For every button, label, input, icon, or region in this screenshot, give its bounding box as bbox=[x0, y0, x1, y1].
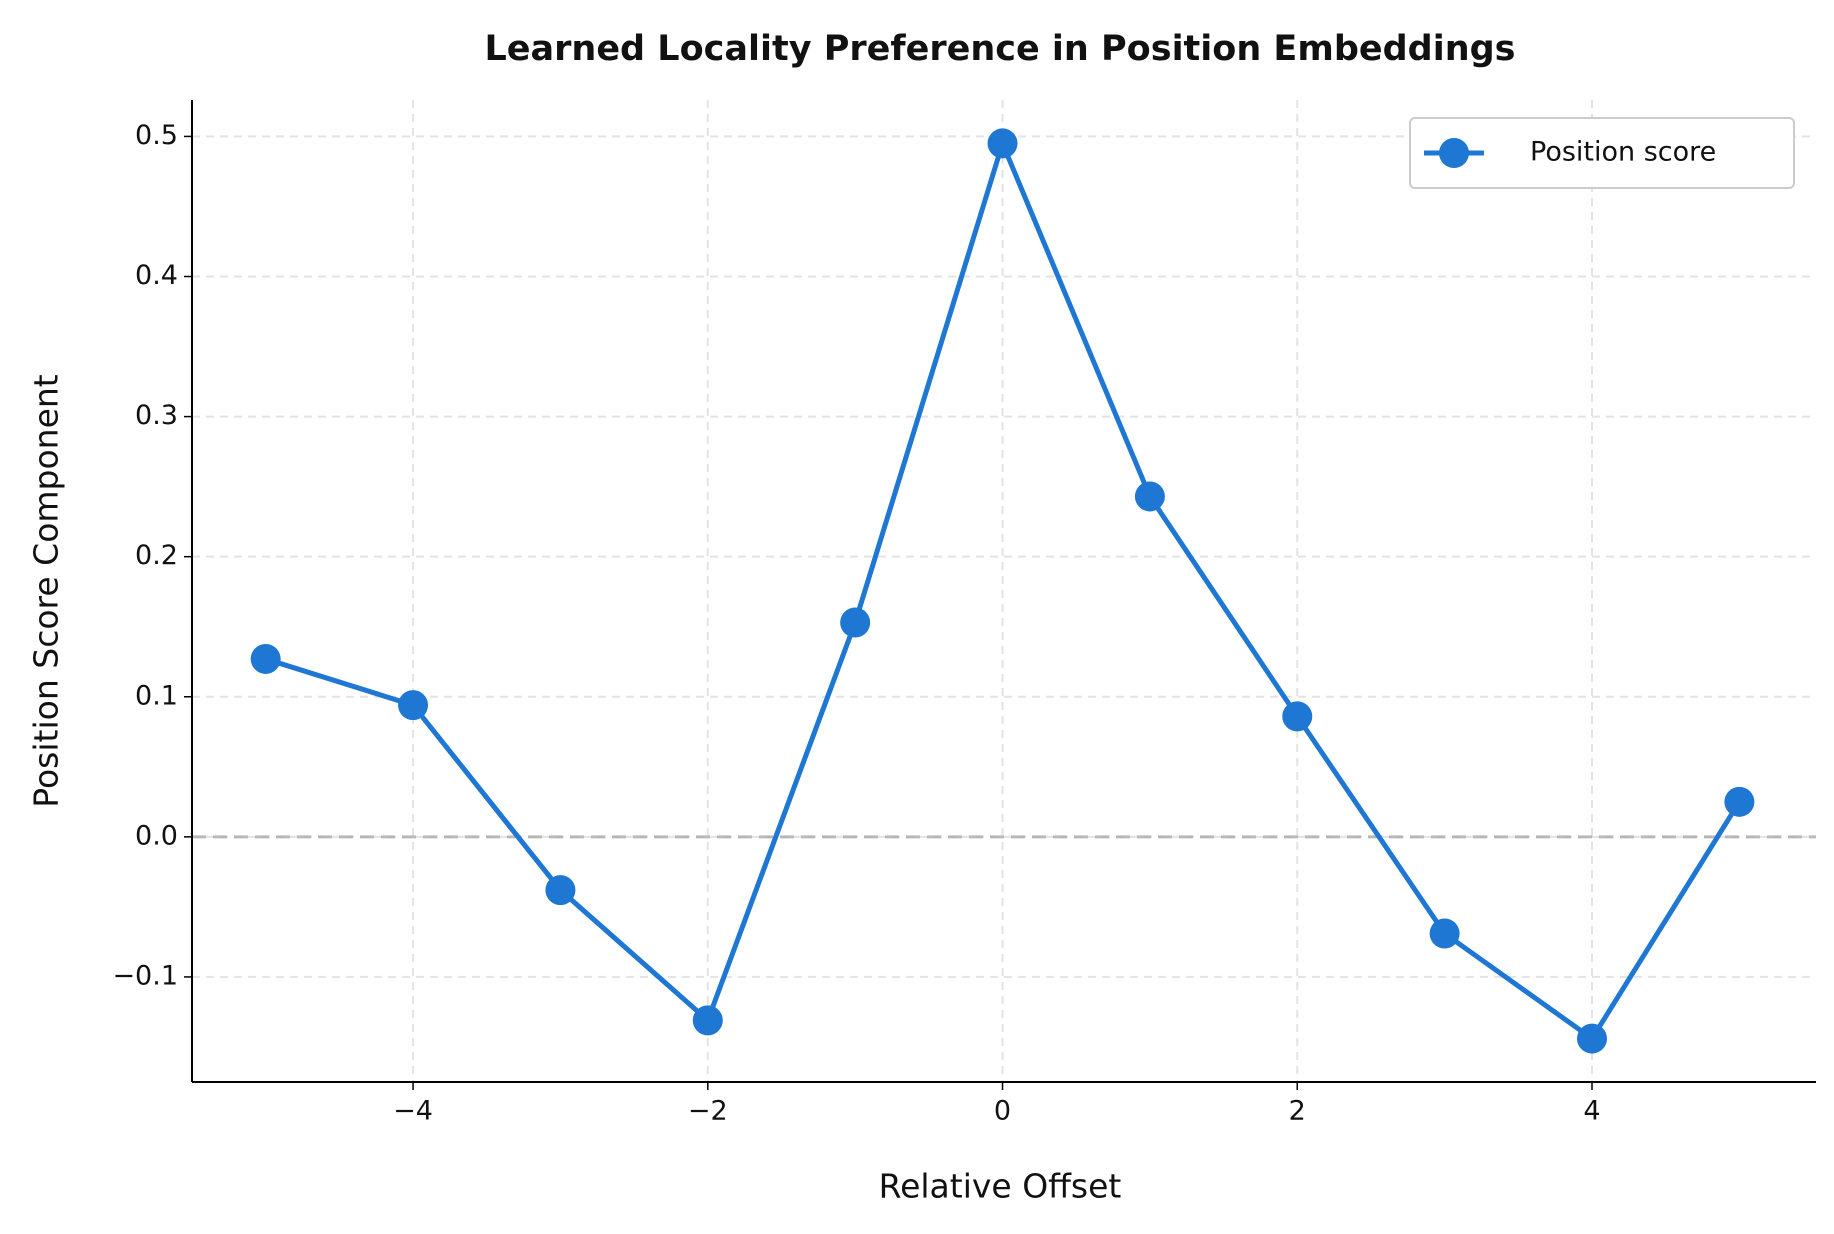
data-point bbox=[987, 128, 1018, 159]
data-point bbox=[1134, 481, 1165, 512]
x-tick-label: −2 bbox=[688, 1096, 728, 1127]
y-tick-label: 0.2 bbox=[135, 540, 178, 571]
y-tick-label: 0.3 bbox=[135, 400, 178, 431]
data-point bbox=[840, 607, 871, 638]
x-tick-label: −4 bbox=[393, 1096, 433, 1127]
y-axis-label: Position Score Component bbox=[27, 374, 66, 808]
x-tick-label: 0 bbox=[994, 1096, 1011, 1127]
y-tick-label: 0.4 bbox=[135, 260, 178, 291]
data-point bbox=[398, 690, 429, 721]
x-tick-label: 2 bbox=[1289, 1096, 1306, 1127]
chart-title: Learned Locality Preference in Position … bbox=[484, 29, 1515, 69]
y-tick-label: −0.1 bbox=[112, 960, 178, 991]
y-tick-label: 0.1 bbox=[135, 680, 178, 711]
x-axis-label: Relative Offset bbox=[879, 1167, 1122, 1206]
y-tick-label: 0.5 bbox=[135, 120, 178, 151]
y-tick-label: 0.0 bbox=[135, 820, 178, 851]
legend-box bbox=[1409, 117, 1795, 189]
data-point bbox=[545, 875, 576, 906]
legend-marker bbox=[1439, 138, 1469, 168]
data-point bbox=[1577, 1023, 1607, 1054]
data-point bbox=[1724, 786, 1755, 817]
data-point bbox=[250, 643, 281, 674]
data-point bbox=[692, 1005, 723, 1036]
legend-label: Position score bbox=[1530, 137, 1716, 168]
data-point bbox=[1429, 918, 1460, 949]
data-point bbox=[1282, 701, 1313, 732]
x-tick-label: 4 bbox=[1583, 1096, 1600, 1127]
